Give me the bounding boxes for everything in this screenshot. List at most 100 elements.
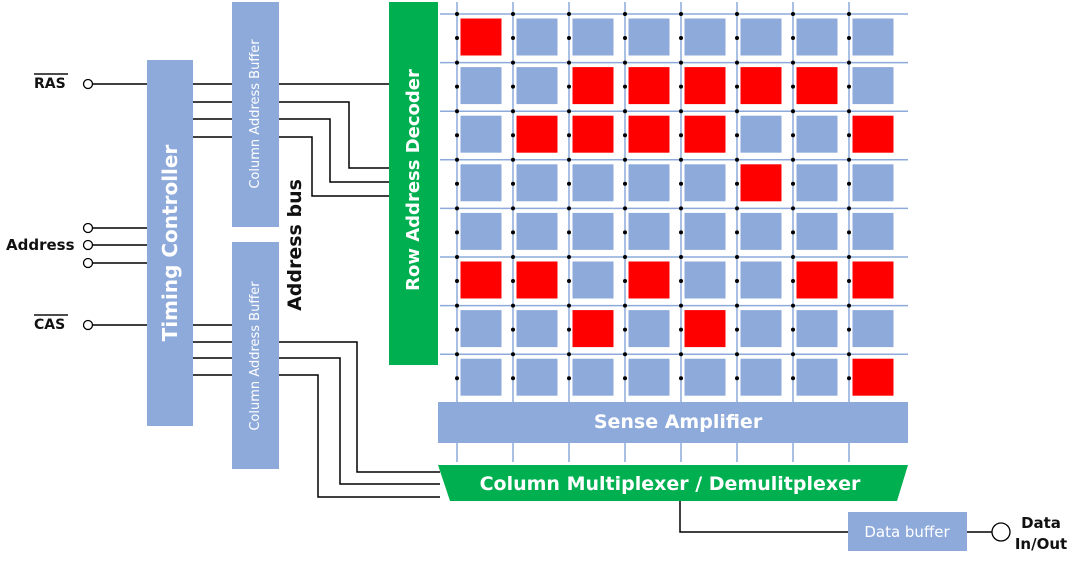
cell-junction-dot [511,12,515,16]
memory-cell-clear [515,66,559,106]
memory-cell-set [515,114,559,154]
cell-access-dot [679,36,683,40]
memory-cell-set [571,66,615,106]
address-terminal-3 [82,257,94,269]
cell-junction-dot [455,352,459,357]
cell-access-dot [511,376,515,381]
memory-cell-clear [459,211,503,251]
row-address-decoder-block [389,2,438,365]
cell-access-dot [511,181,515,186]
cell-junction-dot [455,255,459,259]
memory-cell-clear [683,17,727,57]
wires [92,83,992,533]
memory-cell-set [795,66,839,106]
cell-access-dot [847,327,851,332]
cell-junction-dot [735,12,739,16]
memory-cell-clear [459,357,503,397]
cell-access-dot [679,133,683,138]
bus-bottom-1 [279,341,440,473]
cell-access-dot [735,181,739,186]
cell-access-dot [679,230,683,235]
cell-junction-dot [511,303,515,308]
memory-cell-set [739,163,783,203]
memory-cell-clear [515,357,559,397]
memory-cell-clear [795,211,839,251]
cell-access-dot [791,230,795,235]
cell-access-dot [847,376,851,381]
cell-access-dot [455,181,459,186]
cell-junction-dot [567,352,571,357]
memory-cell-clear [515,163,559,203]
cell-junction-dot [567,303,571,308]
cell-junction-dot [735,157,739,162]
cell-access-dot [455,84,459,89]
memory-cell-clear [795,163,839,203]
memory-cell-clear [459,163,503,203]
cell-junction-dot [735,303,739,308]
cell-junction-dot [623,109,627,114]
memory-cell-set [459,17,503,57]
memory-cell-clear [515,309,559,349]
cell-junction-dot [679,157,683,162]
address-bus-label: Address bus [284,179,306,311]
memory-cell-array [455,12,895,397]
in-out-label: In/Out [1015,535,1067,553]
column-address-buffer-top-label: Column Address Buffer [248,39,263,189]
memory-cell-clear [795,309,839,349]
cell-access-dot [567,84,571,89]
cell-access-dot [567,181,571,186]
cell-junction-dot [791,12,795,16]
cell-junction-dot [679,60,683,65]
cell-access-dot [623,133,627,138]
cell-junction-dot [735,60,739,65]
cell-junction-dot [679,12,683,16]
cell-access-dot [567,376,571,381]
memory-cell-clear [851,163,895,203]
cell-junction-dot [511,352,515,357]
cell-junction-dot [847,255,851,259]
cell-access-dot [735,230,739,235]
cell-junction-dot [847,303,851,308]
cell-access-dot [847,230,851,235]
memory-cell-clear [627,211,671,251]
cell-junction-dot [791,206,795,211]
address-terminal-1 [82,222,94,234]
memory-cell-set [739,66,783,106]
cell-junction-dot [455,109,459,114]
bus-top-4 [279,136,390,197]
memory-cell-clear [739,17,783,57]
cell-junction-dot [847,206,851,211]
cell-junction-dot [455,303,459,308]
memory-cell-clear [571,260,615,300]
row-address-decoder-label: Row Address Decoder [403,69,424,291]
memory-cell-clear [627,357,671,397]
memory-cell-set [627,114,671,154]
cell-access-dot [791,84,795,89]
memory-cell-clear [515,17,559,57]
cell-access-dot [847,133,851,138]
cell-access-dot [791,279,795,283]
cell-access-dot [455,327,459,332]
memory-cell-set [683,66,727,106]
mux-to-data-buffer-wire [679,501,848,533]
cell-junction-dot [623,352,627,357]
cell-access-dot [511,279,515,283]
memory-cell-clear [739,357,783,397]
column-mux-label: Column Multiplexer / Demulitplexer [480,473,861,495]
cell-access-dot [791,133,795,138]
cell-access-dot [567,230,571,235]
memory-cell-set [571,309,615,349]
cell-junction-dot [679,109,683,114]
cell-access-dot [791,376,795,381]
cell-access-dot [679,181,683,186]
memory-cell-clear [683,357,727,397]
memory-cell-clear [571,163,615,203]
cell-access-dot [623,84,627,89]
cell-access-dot [511,84,515,89]
bus-top-3 [279,118,390,183]
column-address-buffer-top [232,2,279,227]
column-mux-block [438,465,908,501]
bus-bottom-2 [279,357,440,485]
cell-access-dot [623,181,627,186]
